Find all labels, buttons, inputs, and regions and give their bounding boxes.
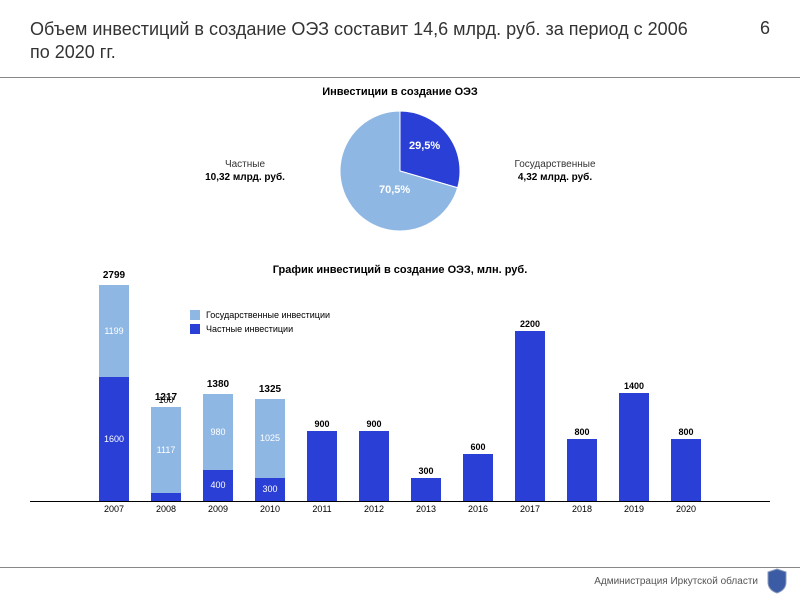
bar-seg-private-label: 1400 [615,382,653,391]
bar-seg-private [151,493,181,501]
bar-seg-private [671,439,701,501]
bar-seg-private-label: 300 [251,485,289,494]
bar-seg-private [307,431,337,500]
crest-icon [766,568,788,594]
bar-total-label: 1325 [251,384,289,395]
bar-x-label: 2019 [615,504,653,514]
bar-x-label: 2009 [199,504,237,514]
bar-seg-gov-label: 1025 [251,434,289,443]
pie-chart: 29,5% 70,5% [335,106,465,236]
bar-x-label: 2008 [147,504,185,514]
bar-total-label: 1380 [199,379,237,390]
pie-right-name: Государственные [485,158,625,171]
header: Объем инвестиций в создание ОЭЗ составит… [0,0,800,77]
bar-x-label: 2018 [563,504,601,514]
divider [0,77,800,78]
pie-left-label: Частные 10,32 млрд. руб. [175,158,315,184]
bar-x-label: 2010 [251,504,289,514]
pie-title: Инвестиции в создание ОЭЗ [0,86,800,98]
pie-right-value: 4,32 млрд. руб. [485,171,625,184]
bar-seg-private [515,331,545,501]
bar-total-label: 1217 [147,392,185,403]
pie-wrap: Частные 10,32 млрд. руб. 29,5% 70,5% Гос… [0,106,800,236]
footer-text: Администрация Иркутской области [594,576,758,587]
bar-seg-private-label: 800 [667,428,705,437]
page-number: 6 [760,18,770,39]
bar-x-label: 2007 [95,504,133,514]
pie-pct-private: 70,5% [379,184,410,196]
bar-title: График инвестиций в создание ОЭЗ, млн. р… [20,264,780,276]
pie-left-value: 10,32 млрд. руб. [175,171,315,184]
bar-x-label: 2020 [667,504,705,514]
page-title: Объем инвестиций в создание ОЭЗ составит… [30,18,710,65]
bar-seg-gov-label: 1117 [147,446,185,455]
bar-seg-private [567,439,597,501]
bar-seg-private-label: 800 [563,428,601,437]
bar-x-axis: 2007 2008 2009 2010 2011 2012 2013 2016 2017 2018… [30,504,770,534]
bar-x-label: 2013 [407,504,445,514]
bar-x-label: 2012 [355,504,393,514]
bar-seg-private-label: 400 [199,481,237,490]
pie-pct-gov: 29,5% [409,140,440,152]
bar-seg-gov-label: 1199 [95,327,133,336]
pie-section: Инвестиции в создание ОЭЗ Частные 10,32 … [0,86,800,256]
bar-x-label: 2017 [511,504,549,514]
pie-left-name: Частные [175,158,315,171]
bar-x-label: 2011 [303,504,341,514]
bar-seg-private-label: 300 [407,467,445,476]
bar-x-label: 2016 [459,504,497,514]
bar-seg-private-label: 600 [459,443,497,452]
pie-right-label: Государственные 4,32 млрд. руб. [485,158,625,184]
bar-total-label: 2799 [95,270,133,281]
bar-seg-private [359,431,389,500]
bar-seg-private [463,454,493,500]
bar-seg-private-label: 900 [355,420,393,429]
bar-chart: 1600119927991001117121740098013803001025… [30,282,770,502]
bar-seg-private-label: 2200 [511,320,549,329]
bar-seg-gov-label: 980 [199,428,237,437]
bar-seg-private-label: 1600 [95,435,133,444]
footer: Администрация Иркутской области [594,568,788,594]
bar-seg-private [411,478,441,501]
bar-section: График инвестиций в создание ОЭЗ, млн. р… [0,264,800,534]
bar-seg-private [619,393,649,501]
bar-seg-private-label: 900 [303,420,341,429]
